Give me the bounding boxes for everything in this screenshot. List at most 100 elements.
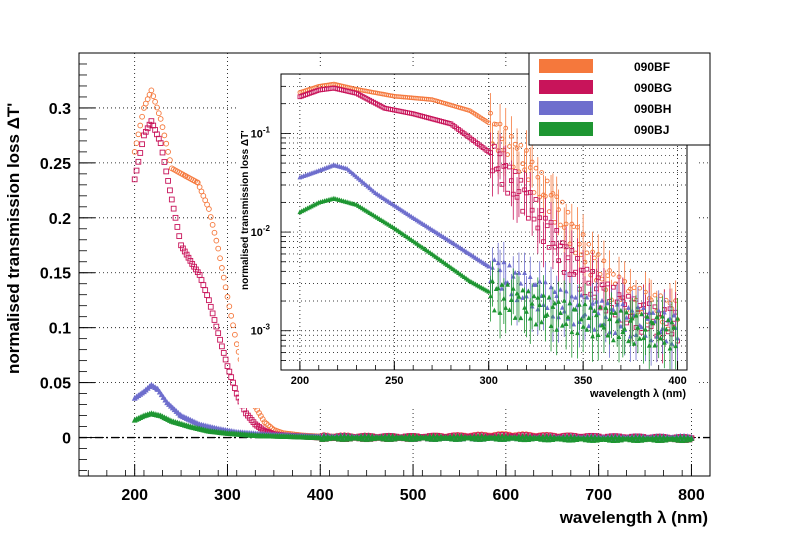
inset-point-090BF bbox=[565, 209, 571, 215]
inset-point-090BF bbox=[563, 221, 569, 227]
inset-point-090BF bbox=[529, 159, 535, 165]
inset-point-090BJ bbox=[616, 334, 622, 340]
inset-point-090BJ bbox=[631, 341, 637, 346]
inset-point-090BH bbox=[563, 288, 569, 294]
inset-point-090BJ bbox=[544, 311, 550, 317]
inset-point-090BJ bbox=[497, 310, 503, 315]
main-point-090BG bbox=[228, 374, 235, 380]
inset-point-090BH bbox=[626, 305, 631, 310]
inset-point-090BJ bbox=[652, 342, 658, 348]
inset-point-090BJ bbox=[622, 326, 628, 331]
inset-point-090BH bbox=[620, 301, 626, 307]
inset-point-090BJ bbox=[601, 324, 607, 330]
inset-point-090BJ bbox=[527, 315, 533, 321]
main-point-090BJ bbox=[456, 436, 463, 442]
inset-point-090BJ bbox=[505, 281, 510, 287]
inset-point-090BJ bbox=[618, 307, 624, 313]
inset-point-090BF bbox=[518, 142, 524, 148]
inset-point-090BH bbox=[578, 292, 584, 298]
main-point-090BF bbox=[232, 331, 238, 338]
inset-point-090BJ bbox=[520, 287, 526, 293]
inset-x-tick-label: 350 bbox=[574, 375, 592, 387]
main-point-090BJ bbox=[608, 434, 615, 440]
main-point-090BJ bbox=[412, 435, 418, 442]
main-point-090BJ bbox=[476, 436, 483, 442]
inset-point-090BH bbox=[592, 326, 597, 332]
main-point-090BJ bbox=[365, 432, 372, 439]
main-point-090BG bbox=[219, 343, 225, 350]
main-point-090BJ bbox=[540, 433, 546, 440]
legend-swatch-090BG bbox=[539, 80, 593, 94]
main-point-090BF bbox=[139, 113, 145, 120]
main-point-090BJ bbox=[497, 436, 504, 442]
inset-point-090BG bbox=[560, 240, 565, 246]
inset-point-090BH bbox=[584, 294, 590, 300]
main-point-090BG bbox=[209, 310, 216, 317]
inset-point-090BJ bbox=[490, 278, 495, 284]
main-point-090BG bbox=[170, 205, 177, 212]
inset-point-090BG bbox=[595, 275, 601, 281]
inset-point-090BJ bbox=[575, 330, 580, 336]
main-point-090BJ bbox=[452, 436, 459, 442]
main-point-090BG bbox=[230, 379, 236, 386]
main-point-090BF bbox=[157, 116, 164, 122]
inset-point-090BJ bbox=[524, 309, 529, 314]
inset-point-090BH bbox=[605, 300, 611, 306]
main-x-tick-label: 700 bbox=[585, 487, 612, 504]
inset-point-090BJ bbox=[644, 313, 650, 319]
main-point-090BJ bbox=[473, 435, 480, 442]
main-y-tick-label: 0.25 bbox=[40, 156, 71, 173]
main-point-090BJ bbox=[501, 436, 507, 442]
main-point-090BF bbox=[161, 132, 168, 139]
main-point-090BG bbox=[163, 168, 170, 175]
inset-point-090BJ bbox=[559, 322, 565, 328]
inset-point-090BJ bbox=[667, 345, 673, 351]
inset-point-090BJ bbox=[548, 323, 554, 328]
inset-point-090BH bbox=[573, 294, 578, 300]
inset-point-090BJ bbox=[661, 340, 667, 345]
inset-point-090BJ bbox=[522, 304, 527, 310]
inset-point-090BG bbox=[563, 244, 569, 250]
main-point-090BF bbox=[207, 214, 214, 220]
inset-point-090BJ bbox=[627, 318, 633, 323]
main-point-090BJ bbox=[519, 433, 526, 439]
main-point-090BG bbox=[222, 356, 229, 363]
inset-point-090BH bbox=[571, 321, 577, 327]
inset-x-tick-label: 300 bbox=[480, 375, 498, 387]
inset-point-090BJ bbox=[537, 302, 543, 307]
inset-point-090BH bbox=[646, 310, 652, 315]
inset-point-090BJ bbox=[624, 309, 629, 315]
main-point-090BG bbox=[157, 140, 164, 146]
inset-point-090BJ bbox=[641, 335, 646, 341]
inset-point-090BJ bbox=[507, 307, 512, 312]
inset-point-090BH bbox=[624, 314, 629, 320]
main-x-tick-label: 400 bbox=[307, 487, 334, 504]
main-point-090BJ bbox=[545, 436, 552, 443]
inset-point-090BJ bbox=[605, 332, 611, 338]
main-point-090BJ bbox=[566, 436, 572, 443]
main-series-090BJ bbox=[131, 410, 695, 443]
main-point-090BJ bbox=[343, 436, 350, 442]
inset-point-090BH bbox=[656, 307, 662, 313]
inset-point-090BH bbox=[548, 284, 554, 290]
inset-point-090BH bbox=[554, 293, 560, 299]
inset-point-090BG bbox=[611, 284, 616, 290]
main-point-090BG bbox=[131, 176, 138, 183]
inset-series-090BJ bbox=[297, 195, 680, 370]
inset-point-090BJ bbox=[531, 293, 537, 299]
inset-point-090BJ bbox=[673, 343, 679, 349]
inset-point-090BJ bbox=[629, 315, 635, 321]
main-point-090BJ bbox=[406, 432, 413, 439]
inset-x-axis-label: wavelength λ (nm) bbox=[589, 388, 686, 400]
inset-series bbox=[297, 81, 680, 370]
inset-point-090BJ bbox=[607, 316, 612, 322]
inset-point-090BF bbox=[595, 252, 601, 257]
main-point-090BG bbox=[172, 214, 179, 221]
inset-point-090BH bbox=[618, 323, 624, 329]
inset-point-090BJ bbox=[620, 329, 626, 334]
main-x-tick-label: 600 bbox=[493, 487, 520, 504]
inset-point-090BH bbox=[599, 297, 605, 303]
main-point-090BJ bbox=[523, 433, 530, 439]
main-point-090BF bbox=[256, 410, 262, 416]
main-point-090BJ bbox=[382, 433, 389, 439]
